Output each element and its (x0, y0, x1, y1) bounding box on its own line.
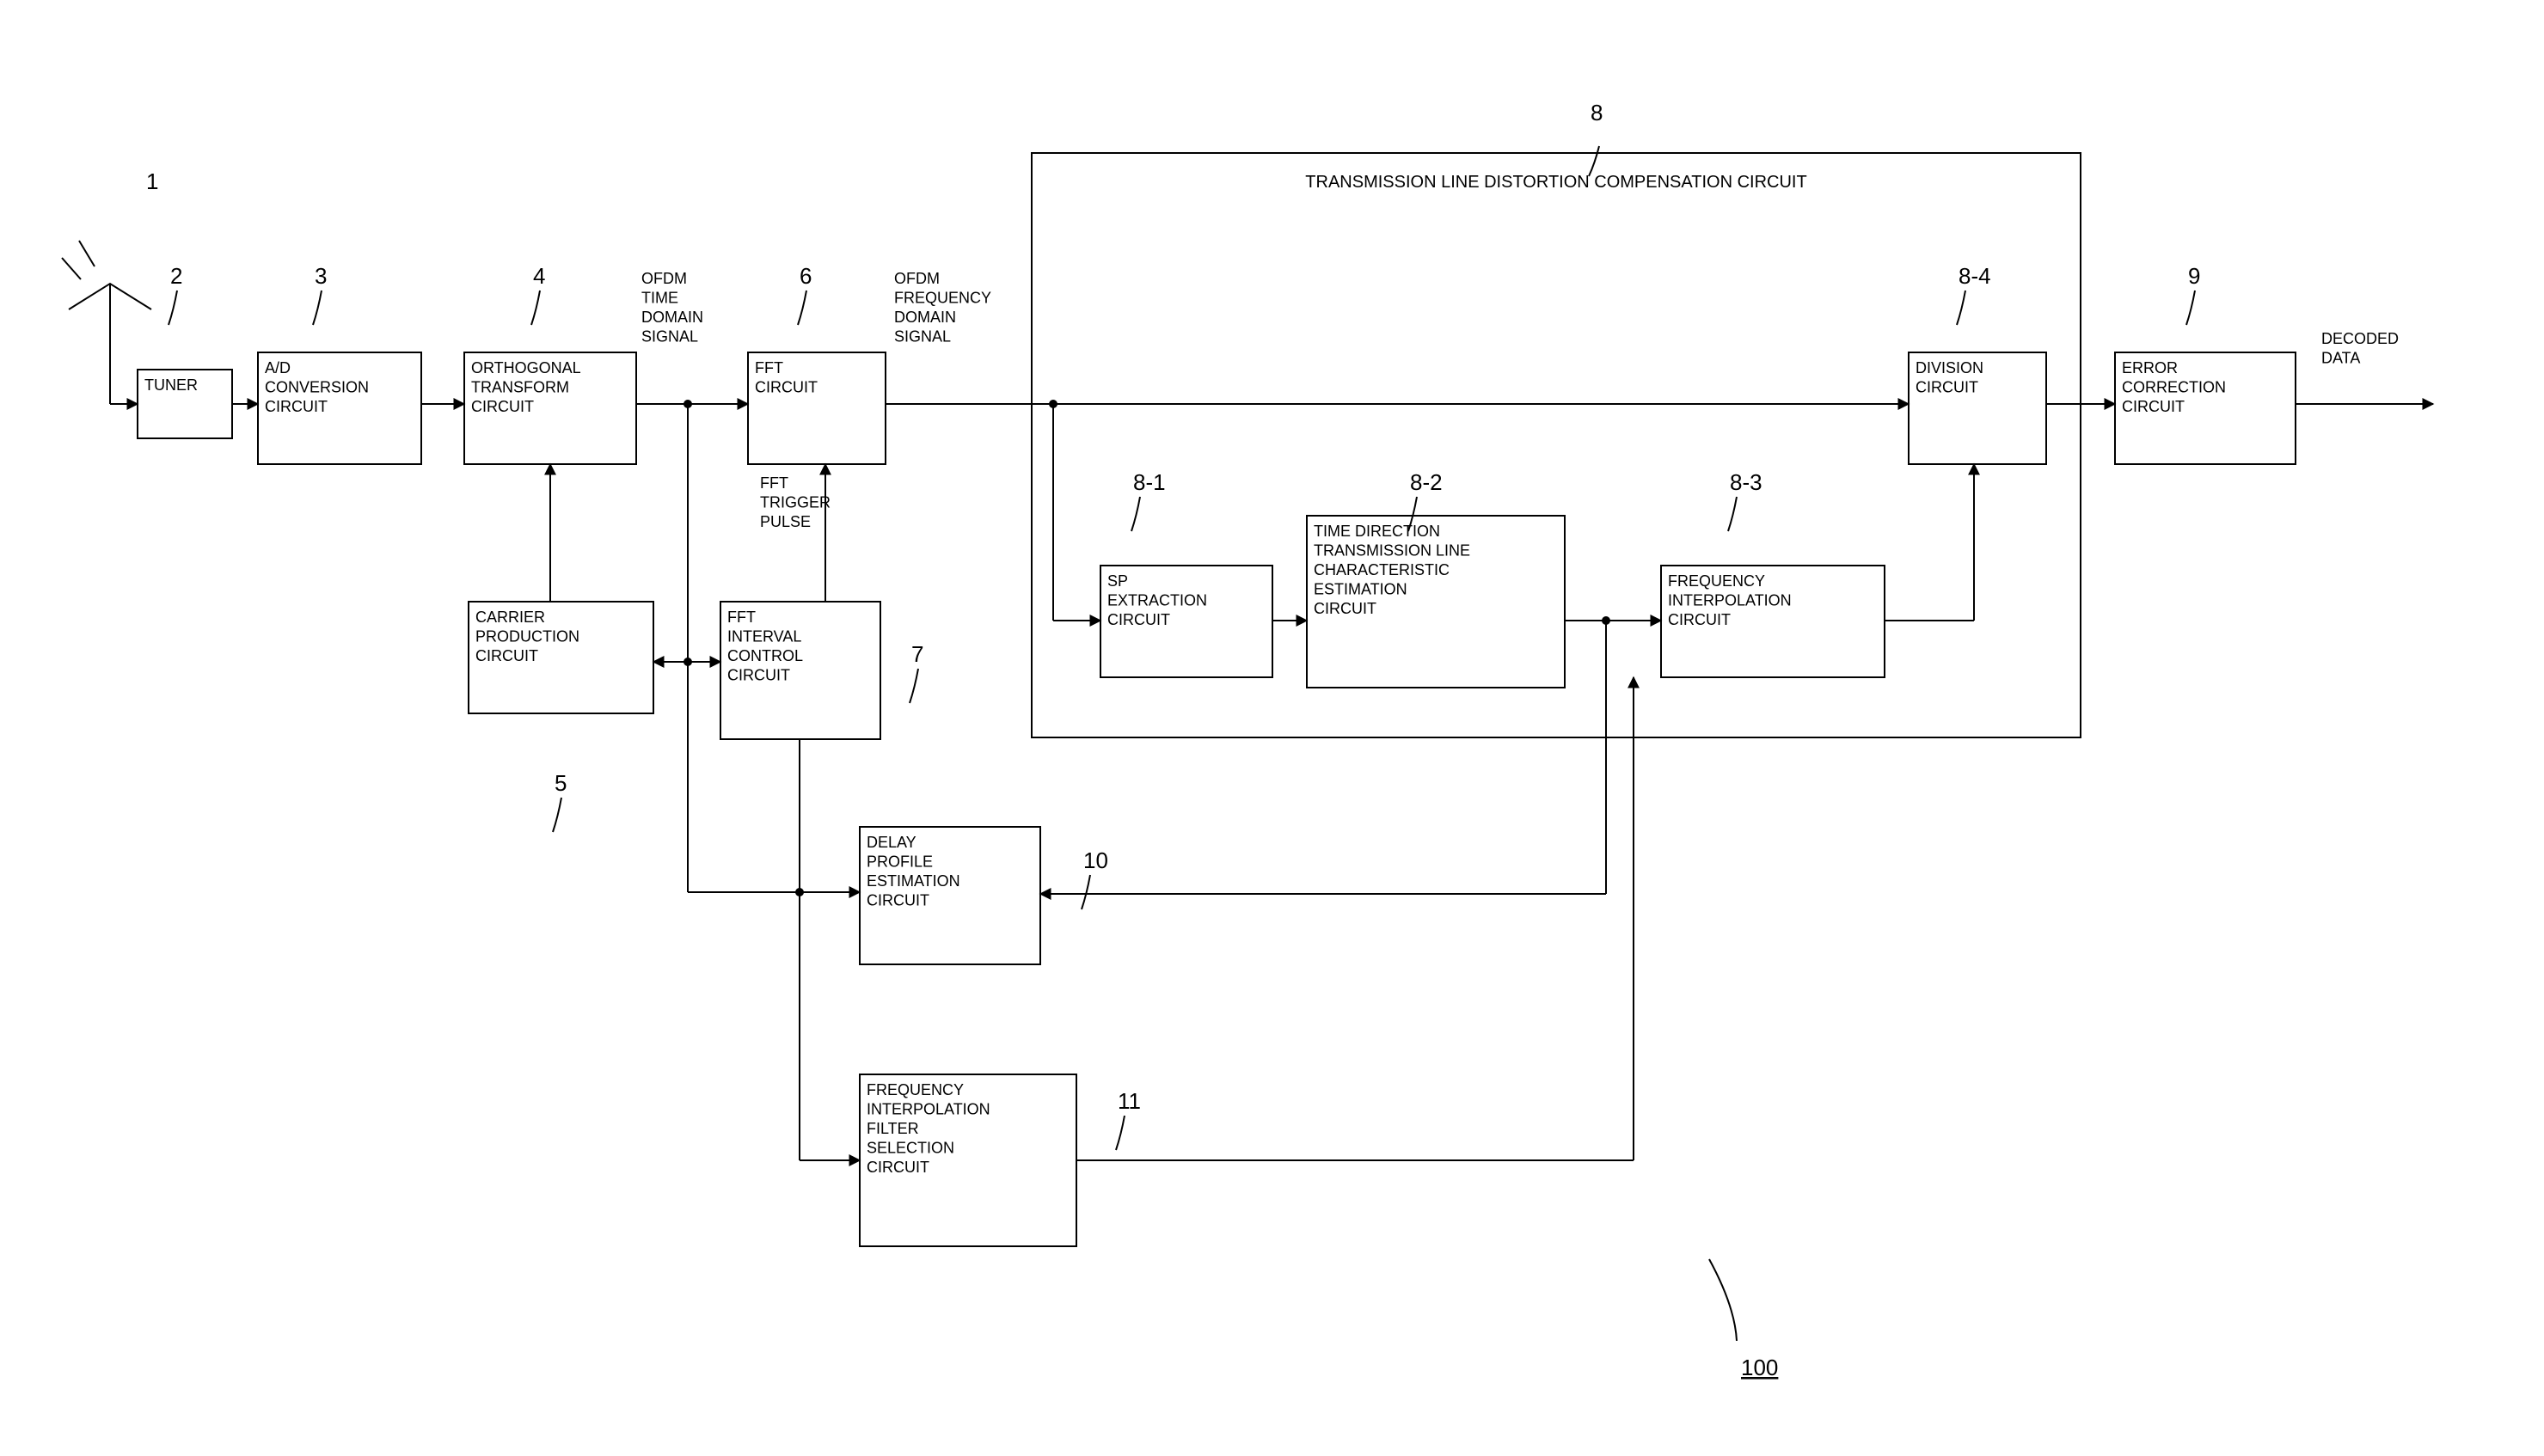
svg-text:TIME DIRECTION: TIME DIRECTION (1314, 523, 1440, 540)
svg-text:FREQUENCY: FREQUENCY (894, 290, 991, 307)
svg-text:CORRECTION: CORRECTION (2122, 379, 2226, 396)
svg-text:FILTER: FILTER (867, 1120, 919, 1137)
svg-text:DECODED: DECODED (2321, 330, 2399, 347)
svg-text:FFT: FFT (755, 359, 783, 376)
junction-1 (684, 658, 692, 666)
ref-8-1: 8-1 (1133, 469, 1166, 495)
svg-text:DIVISION: DIVISION (1916, 359, 1983, 376)
svg-text:CIRCUIT: CIRCUIT (867, 892, 929, 909)
svg-text:OFDM: OFDM (894, 270, 940, 287)
group-8-title: TRANSMISSION LINE DISTORTION COMPENSATIO… (1305, 173, 1806, 192)
svg-text:SIGNAL: SIGNAL (641, 328, 698, 346)
svg-text:TRANSMISSION LINE: TRANSMISSION LINE (1314, 542, 1470, 560)
svg-text:CIRCUIT: CIRCUIT (1314, 600, 1376, 617)
svg-text:DOMAIN: DOMAIN (641, 309, 703, 326)
ref-8-2: 8-2 (1410, 469, 1443, 495)
svg-text:CIRCUIT: CIRCUIT (1668, 611, 1731, 628)
svg-text:CIRCUIT: CIRCUIT (1916, 379, 1978, 396)
svg-text:PRODUCTION: PRODUCTION (475, 628, 579, 645)
junction-2 (795, 888, 804, 896)
svg-text:CIRCUIT: CIRCUIT (727, 667, 790, 684)
svg-text:CARRIER: CARRIER (475, 609, 545, 626)
svg-text:TUNER: TUNER (144, 376, 198, 394)
ref-5: 5 (555, 770, 567, 796)
svg-text:PULSE: PULSE (760, 513, 811, 530)
svg-text:FFT: FFT (760, 474, 788, 492)
svg-text:SP: SP (1107, 572, 1128, 590)
svg-text:SIGNAL: SIGNAL (894, 328, 951, 346)
svg-text:CIRCUIT: CIRCUIT (265, 398, 328, 415)
svg-text:CIRCUIT: CIRCUIT (1107, 611, 1170, 628)
svg-text:TRIGGER: TRIGGER (760, 494, 831, 511)
svg-text:TIME: TIME (641, 290, 678, 307)
ref-2: 2 (170, 263, 182, 289)
svg-text:CONTROL: CONTROL (727, 647, 803, 664)
ref-6: 6 (800, 263, 812, 289)
junction-4 (1602, 616, 1610, 625)
ref-9: 9 (2188, 263, 2200, 289)
junction-3 (1049, 400, 1057, 408)
ref-7: 7 (911, 641, 923, 667)
svg-text:CHARACTERISTIC: CHARACTERISTIC (1314, 561, 1450, 578)
svg-text:ESTIMATION: ESTIMATION (867, 872, 960, 890)
svg-text:ERROR: ERROR (2122, 359, 2178, 376)
system-leader (1709, 1259, 1737, 1341)
svg-text:INTERPOLATION: INTERPOLATION (867, 1101, 990, 1118)
svg-text:FREQUENCY: FREQUENCY (1668, 572, 1765, 590)
ref-11: 11 (1118, 1088, 1141, 1114)
svg-text:PROFILE: PROFILE (867, 853, 933, 871)
svg-text:CONVERSION: CONVERSION (265, 379, 369, 396)
svg-text:DELAY: DELAY (867, 834, 916, 851)
svg-text:CIRCUIT: CIRCUIT (755, 379, 818, 396)
ref-3: 3 (315, 263, 327, 289)
svg-text:CIRCUIT: CIRCUIT (867, 1159, 929, 1176)
svg-text:DOMAIN: DOMAIN (894, 309, 956, 326)
svg-text:DATA: DATA (2321, 350, 2360, 367)
svg-text:CIRCUIT: CIRCUIT (2122, 398, 2185, 415)
junction-0 (684, 400, 692, 408)
ref-4: 4 (533, 263, 545, 289)
svg-text:FFT: FFT (727, 609, 756, 626)
svg-text:FREQUENCY: FREQUENCY (867, 1081, 964, 1098)
svg-text:SELECTION: SELECTION (867, 1140, 954, 1157)
svg-text:INTERPOLATION: INTERPOLATION (1668, 592, 1792, 609)
ref-100: 100 (1741, 1355, 1778, 1380)
ref-8-3: 8-3 (1730, 469, 1762, 495)
svg-text:ESTIMATION: ESTIMATION (1314, 581, 1407, 598)
svg-text:INTERVAL: INTERVAL (727, 628, 801, 645)
svg-text:OFDM: OFDM (641, 270, 687, 287)
ref-1: 1 (146, 168, 158, 194)
svg-text:ORTHOGONAL: ORTHOGONAL (471, 359, 581, 376)
svg-text:CIRCUIT: CIRCUIT (471, 398, 534, 415)
svg-text:TRANSFORM: TRANSFORM (471, 379, 569, 396)
ref-8-4: 8-4 (1959, 263, 1991, 289)
svg-text:A/D: A/D (265, 359, 291, 376)
ref-8: 8 (1591, 100, 1603, 125)
ref-10: 10 (1083, 847, 1108, 873)
svg-text:CIRCUIT: CIRCUIT (475, 647, 538, 664)
diagram-canvas: TRANSMISSION LINE DISTORTION COMPENSATIO… (0, 0, 2544, 1456)
svg-text:EXTRACTION: EXTRACTION (1107, 592, 1207, 609)
